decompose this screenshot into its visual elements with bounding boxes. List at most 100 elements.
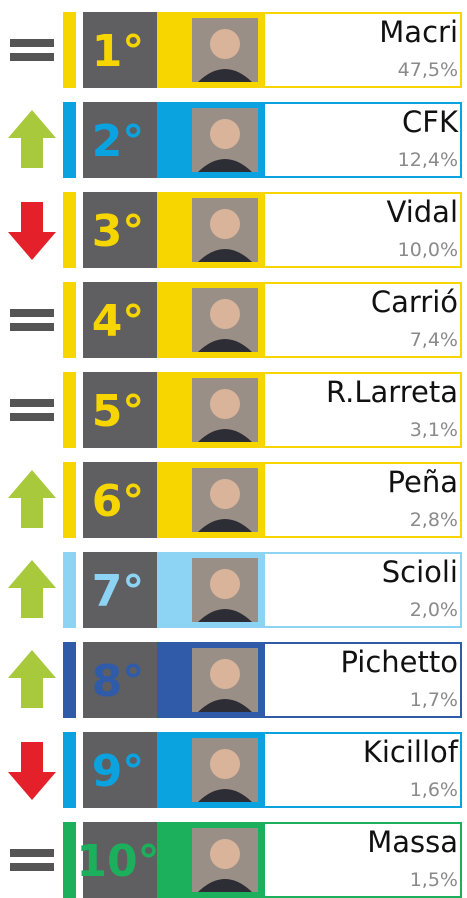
candidate-name: Kicillof xyxy=(363,735,459,769)
color-stripe xyxy=(63,732,76,808)
photo-head xyxy=(210,209,240,239)
rank-label: 10° xyxy=(76,836,159,887)
candidate-value: 7,4% xyxy=(410,329,458,351)
candidate-name: Vidal xyxy=(387,195,459,229)
candidate-name: Massa xyxy=(367,825,458,859)
candidate-value: 1,5% xyxy=(410,869,458,891)
name-box xyxy=(263,552,462,628)
photo-body xyxy=(198,879,252,892)
rank-label: 6° xyxy=(92,476,145,527)
trend-down xyxy=(8,202,56,260)
rank-label: 8° xyxy=(92,656,145,707)
color-stripe xyxy=(63,552,76,628)
photo-body xyxy=(198,249,252,262)
rank-box xyxy=(83,462,157,538)
name-box xyxy=(263,642,462,718)
trend-same xyxy=(10,849,54,857)
rank-row: 9° Kicillof 1,6% xyxy=(8,732,462,808)
rank-box xyxy=(83,552,157,628)
name-box xyxy=(263,192,462,268)
photo-body xyxy=(198,69,252,82)
candidate-value: 10,0% xyxy=(398,239,458,261)
trend-up xyxy=(8,110,56,168)
candidate-name: Carrió xyxy=(371,285,458,319)
candidate-name: CFK xyxy=(402,105,459,139)
candidate-value: 47,5% xyxy=(398,59,458,81)
photo-body xyxy=(198,699,252,712)
photo-head xyxy=(210,569,240,599)
candidate-name: Scioli xyxy=(382,555,458,589)
rank-row: 1° Macri 47,5% xyxy=(10,12,462,88)
color-stripe xyxy=(63,372,76,448)
rank-row: 3° Vidal 10,0% xyxy=(8,192,462,268)
rank-label: 3° xyxy=(92,206,145,257)
rank-label: 7° xyxy=(92,566,145,617)
photo-head xyxy=(210,299,240,329)
photo-body xyxy=(198,429,252,442)
photo-body xyxy=(198,789,252,802)
candidate-name: R.Larreta xyxy=(326,375,458,409)
rank-box xyxy=(83,732,157,808)
candidate-value: 2,8% xyxy=(410,509,458,531)
rank-box xyxy=(83,102,157,178)
color-stripe xyxy=(63,12,76,88)
rank-box xyxy=(83,192,157,268)
photo-body xyxy=(198,159,252,172)
rank-box xyxy=(83,12,157,88)
photo-body xyxy=(198,519,252,532)
name-box xyxy=(263,372,462,448)
rank-label: 5° xyxy=(92,386,145,437)
trend-same xyxy=(10,323,54,331)
name-box xyxy=(263,822,462,898)
candidate-name: Pichetto xyxy=(340,645,458,679)
trend-up xyxy=(8,470,56,528)
trend-same xyxy=(10,39,54,47)
color-stripe xyxy=(63,102,76,178)
rank-row: 6° Peña 2,8% xyxy=(8,462,462,538)
color-stripe xyxy=(63,822,76,898)
trend-same xyxy=(10,309,54,317)
photo-head xyxy=(210,119,240,149)
rank-row: 7° Scioli 2,0% xyxy=(8,552,462,628)
name-box xyxy=(263,282,462,358)
photo-body xyxy=(198,609,252,622)
name-box xyxy=(263,462,462,538)
rank-row: 2° CFK 12,4% xyxy=(8,102,462,178)
photo-head xyxy=(210,749,240,779)
rank-box xyxy=(83,372,157,448)
name-box xyxy=(263,102,462,178)
candidate-name: Peña xyxy=(388,465,458,499)
rank-row: 4° Carrió 7,4% xyxy=(10,282,462,358)
photo-head xyxy=(210,389,240,419)
rank-label: 9° xyxy=(92,746,145,797)
name-box xyxy=(263,732,462,808)
color-stripe xyxy=(63,462,76,538)
candidate-value: 2,0% xyxy=(410,599,458,621)
trend-up xyxy=(8,560,56,618)
photo-body xyxy=(198,339,252,352)
candidate-value: 12,4% xyxy=(398,149,458,171)
rank-box xyxy=(83,822,157,898)
trend-down xyxy=(8,742,56,800)
rank-label: 4° xyxy=(92,296,145,347)
photo-head xyxy=(210,659,240,689)
photo-head xyxy=(210,29,240,59)
rank-box xyxy=(83,642,157,718)
trend-same xyxy=(10,863,54,871)
trend-same xyxy=(10,53,54,61)
candidate-value: 3,1% xyxy=(410,419,458,441)
trend-up xyxy=(8,650,56,708)
trend-same xyxy=(10,413,54,421)
color-stripe xyxy=(63,282,76,358)
rank-label: 2° xyxy=(92,116,145,167)
rank-row: 5° R.Larreta 3,1% xyxy=(10,372,462,448)
candidate-value: 1,7% xyxy=(410,689,458,711)
rank-row: 8° Pichetto 1,7% xyxy=(8,642,462,718)
name-box xyxy=(263,12,462,88)
photo-head xyxy=(210,479,240,509)
candidate-value: 1,6% xyxy=(410,779,458,801)
rank-label: 1° xyxy=(92,26,145,77)
trend-same xyxy=(10,399,54,407)
color-stripe xyxy=(63,642,76,718)
